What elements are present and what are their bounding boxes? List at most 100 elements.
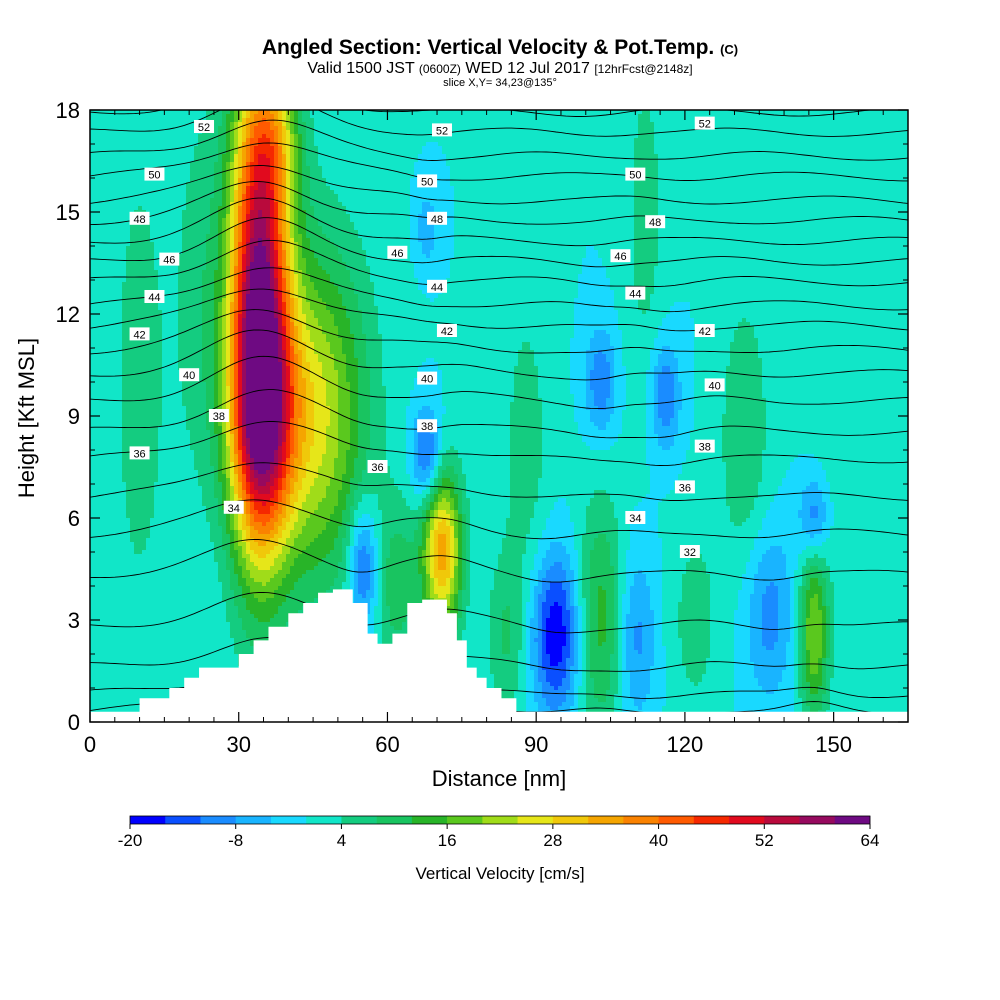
field-cell	[366, 118, 370, 122]
field-cell	[574, 130, 578, 134]
field-cell	[218, 138, 222, 142]
field-cell	[354, 182, 358, 186]
field-cell	[314, 154, 318, 158]
field-cell	[294, 154, 298, 158]
field-cell	[402, 122, 406, 126]
field-cell	[886, 114, 890, 118]
field-cell	[614, 166, 618, 170]
field-cell	[438, 114, 442, 118]
field-cell	[882, 162, 886, 166]
field-cell	[610, 126, 614, 130]
field-cell	[126, 166, 130, 170]
field-cell	[490, 142, 494, 146]
field-cell	[650, 134, 654, 138]
field-cell	[730, 162, 734, 166]
field-cell	[358, 154, 362, 158]
field-cell	[214, 146, 218, 150]
field-cell	[366, 142, 370, 146]
field-cell	[350, 138, 354, 142]
field-cell	[382, 134, 386, 138]
field-cell	[866, 182, 870, 186]
field-cell	[758, 190, 762, 194]
field-cell	[98, 114, 102, 118]
field-cell	[470, 138, 474, 142]
field-cell	[770, 122, 774, 126]
field-cell	[270, 158, 274, 162]
field-cell	[678, 154, 682, 158]
field-cell	[562, 126, 566, 130]
field-cell	[130, 134, 134, 138]
field-cell	[422, 118, 426, 122]
field-cell	[570, 170, 574, 174]
field-cell	[302, 162, 306, 166]
field-cell	[834, 146, 838, 150]
field-cell	[370, 182, 374, 186]
field-cell	[226, 142, 230, 146]
field-cell	[646, 190, 650, 194]
field-cell	[850, 122, 854, 126]
field-cell	[482, 142, 486, 146]
field-cell	[474, 114, 478, 118]
field-cell	[94, 114, 98, 118]
field-cell	[186, 178, 190, 182]
field-cell	[234, 154, 238, 158]
field-cell	[826, 158, 830, 162]
field-cell	[322, 190, 326, 194]
field-cell	[558, 162, 562, 166]
field-cell	[662, 146, 666, 150]
field-cell	[154, 162, 158, 166]
field-cell	[770, 134, 774, 138]
field-cell	[470, 162, 474, 166]
field-cell	[894, 174, 898, 178]
field-cell	[286, 154, 290, 158]
field-cell	[114, 162, 118, 166]
field-cell	[406, 186, 410, 190]
field-cell	[722, 190, 726, 194]
field-cell	[142, 114, 146, 118]
field-cell	[266, 146, 270, 150]
field-cell	[706, 146, 710, 150]
field-cell	[674, 190, 678, 194]
field-cell	[450, 162, 454, 166]
field-cell	[226, 138, 230, 142]
field-cell	[850, 138, 854, 142]
field-cell	[122, 190, 126, 194]
field-cell	[490, 114, 494, 118]
field-cell	[662, 158, 666, 162]
field-cell	[278, 134, 282, 138]
field-cell	[278, 114, 282, 118]
field-cell	[566, 186, 570, 190]
field-cell	[218, 162, 222, 166]
field-cell	[558, 138, 562, 142]
field-cell	[274, 174, 278, 178]
field-cell	[618, 142, 622, 146]
field-cell	[694, 174, 698, 178]
field-cell	[882, 170, 886, 174]
field-cell	[178, 158, 182, 162]
field-cell	[734, 162, 738, 166]
field-cell	[522, 158, 526, 162]
field-cell	[194, 166, 198, 170]
field-cell	[658, 134, 662, 138]
field-cell	[162, 138, 166, 142]
field-cell	[758, 150, 762, 154]
field-cell	[318, 122, 322, 126]
field-cell	[210, 178, 214, 182]
field-cell	[422, 154, 426, 158]
field-cell	[302, 154, 306, 158]
field-cell	[754, 150, 758, 154]
field-cell	[886, 134, 890, 138]
field-cell	[602, 182, 606, 186]
field-cell	[478, 138, 482, 142]
field-cell	[122, 174, 126, 178]
field-cell	[586, 142, 590, 146]
field-cell	[670, 138, 674, 142]
field-cell	[482, 162, 486, 166]
field-cell	[602, 142, 606, 146]
field-cell	[426, 162, 430, 166]
field-cell	[590, 178, 594, 182]
field-cell	[814, 150, 818, 154]
field-cell	[566, 174, 570, 178]
field-cell	[494, 182, 498, 186]
field-cell	[646, 154, 650, 158]
